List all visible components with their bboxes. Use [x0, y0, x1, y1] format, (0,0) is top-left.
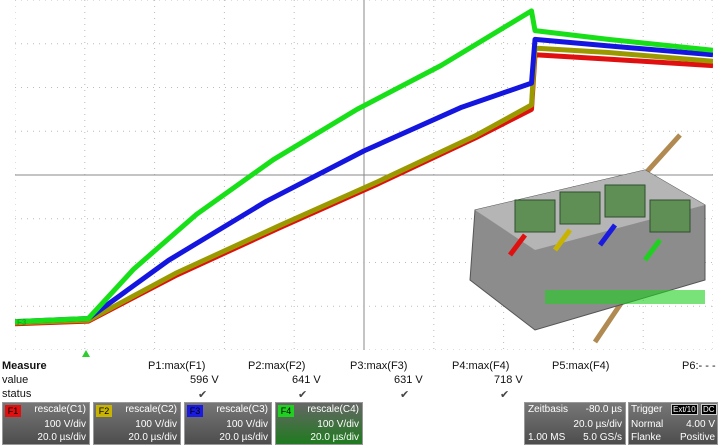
channel-f3-name: rescale(C3) — [216, 404, 268, 415]
channel-f1-descriptor[interactable]: F1 rescale(C1) 100 V/div 20.0 µs/div — [2, 402, 90, 445]
measure-table: Measure P1:max(F1) P2:max(F2) P3:max(F3)… — [0, 360, 720, 404]
timebase-rate: 5.0 GS/s — [583, 432, 622, 443]
param-value-p4: 718 V — [494, 374, 523, 386]
channel-f4-vdiv: 100 V/div — [317, 419, 359, 430]
param-name-p1[interactable]: P1:max(F1) — [148, 360, 206, 372]
trigger-descriptor[interactable]: Trigger Ext/10 DC Normal 4.00 V Flanke P… — [628, 402, 718, 445]
status-ok-icon-p1: ✔ — [198, 389, 208, 401]
channel-f4-tag: F4 — [278, 405, 294, 417]
timebase-delay: -80.0 µs — [585, 404, 622, 415]
channel-f3-descriptor[interactable]: F3 rescale(C3) 100 V/div 20.0 µs/div — [184, 402, 272, 445]
timebase-tdiv: 20.0 µs/div — [573, 419, 622, 430]
param-value-p3: 631 V — [394, 374, 423, 386]
status-ok-icon-p3: ✔ — [400, 389, 410, 401]
trace-2 — [15, 45, 713, 326]
measure-heading: Measure — [2, 360, 47, 372]
param-value-p1: 596 V — [190, 374, 219, 386]
power-module-photo-illustration — [469, 133, 706, 344]
channel-f2-tdiv: 20.0 µs/div — [128, 432, 177, 443]
timebase-samples: 1.00 MS — [528, 432, 566, 443]
trigger-level: 4.00 V — [686, 419, 715, 430]
channel-f2-vdiv: 100 V/div — [135, 419, 177, 430]
channel-f2-descriptor[interactable]: F2 rescale(C2) 100 V/div 20.0 µs/div — [93, 402, 181, 445]
param-name-p3[interactable]: P3:max(F3) — [350, 360, 408, 372]
channel-f1-tag: F1 — [5, 405, 21, 417]
param-name-p4[interactable]: P4:max(F4) — [452, 360, 510, 372]
param-name-p5[interactable]: P5:max(F4) — [552, 360, 610, 372]
channel-f4-descriptor[interactable]: F4 rescale(C4) 100 V/div 20.0 µs/div — [275, 402, 363, 445]
status-label: status — [2, 388, 32, 400]
trigger-slope-label: Flanke — [631, 432, 662, 443]
channel-descriptor-bar: F1 rescale(C1) 100 V/div 20.0 µs/div F2 … — [0, 402, 720, 445]
param-name-p2[interactable]: P2:max(F2) — [248, 360, 306, 372]
waveform-plot — [15, 0, 713, 350]
param-value-p2: 641 V — [292, 374, 321, 386]
channel-f2-name: rescale(C2) — [125, 404, 177, 415]
trigger-slope: Positive — [679, 432, 715, 443]
status-ok-icon-p4: ✔ — [500, 389, 510, 401]
trace-1 — [15, 36, 713, 325]
trace-0 — [15, 8, 713, 325]
channel-f3-tdiv: 20.0 µs/div — [219, 432, 268, 443]
graticule — [15, 0, 713, 350]
triangle-up-icon — [82, 350, 90, 357]
channel-f2-tag: F2 — [96, 405, 112, 417]
channel-f1-vdiv: 100 V/div — [44, 419, 86, 430]
timebase-label: Zeitbasis — [528, 404, 569, 415]
param-name-p6[interactable]: P6:- - - — [682, 360, 716, 372]
ground-marker-label: F3 — [17, 318, 27, 327]
timebase-descriptor[interactable]: Zeitbasis -80.0 µs 20.0 µs/div 1.00 MS 5… — [524, 402, 626, 445]
status-ok-icon-p2: ✔ — [298, 389, 308, 401]
trigger-source: Ext/10 — [671, 404, 698, 415]
channel-f4-name: rescale(C4) — [307, 404, 359, 415]
trigger-label: Trigger — [631, 404, 663, 415]
channel-f4-tdiv: 20.0 µs/div — [310, 432, 359, 443]
trigger-mode: Normal — [631, 419, 664, 430]
channel-f1-name: rescale(C1) — [34, 404, 86, 415]
trigger-coupling: DC — [701, 404, 717, 415]
waveform-display[interactable]: F3 — [15, 0, 713, 350]
channel-f3-vdiv: 100 V/div — [226, 419, 268, 430]
channel-f1-tdiv: 20.0 µs/div — [37, 432, 86, 443]
channel-f3-tag: F3 — [187, 405, 203, 417]
value-label: value — [2, 374, 29, 386]
